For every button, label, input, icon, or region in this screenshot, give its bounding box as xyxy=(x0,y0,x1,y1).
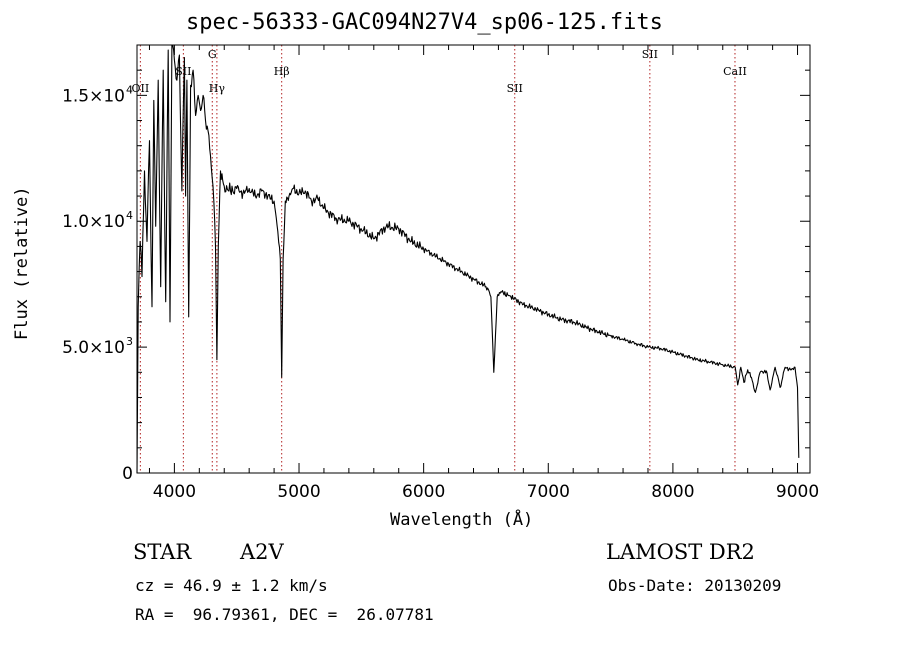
observation-date: Obs-Date: 20130209 xyxy=(608,576,782,595)
y-tick-label-3: 1.5×10 xyxy=(62,86,125,106)
x-tick-label-3: 7000 xyxy=(527,482,570,502)
y-tick-label-1: 5.0×10 xyxy=(62,338,125,358)
object-class: STAR xyxy=(133,540,192,564)
marker-label-1: SII xyxy=(175,65,191,78)
marker-label-5: SII xyxy=(507,82,523,95)
marker-label-3: Hγ xyxy=(209,82,226,95)
x-tick-label-1: 5000 xyxy=(277,482,320,502)
spectrum-series xyxy=(136,44,800,474)
y-tick-label-2: 1.0×10 xyxy=(62,212,125,232)
y-tick-label-0: 0 xyxy=(122,464,133,484)
x-tick-label-0: 4000 xyxy=(153,482,196,502)
plot-frame xyxy=(136,44,811,474)
marker-labels: OII SII G Hγ Hβ SII SII CaII xyxy=(132,48,747,95)
y-axis-label: Flux (relative) xyxy=(12,186,32,340)
x-axis-label: Wavelength (Å) xyxy=(390,510,534,530)
spectral-subclass: A2V xyxy=(240,540,284,564)
spectral-line-markers xyxy=(139,45,736,473)
redshift-cz: cz = 46.9 ± 1.2 km/s xyxy=(135,576,328,595)
y-tick-exponent-2: 4 xyxy=(126,209,133,222)
spectrum-line xyxy=(136,44,800,474)
marker-label-2: G xyxy=(208,48,217,61)
y-tick-exponent-3: 4 xyxy=(126,83,133,96)
x-tick-label-2: 6000 xyxy=(402,482,445,502)
survey-name: LAMOST DR2 xyxy=(606,540,755,564)
marker-label-4: Hβ xyxy=(274,65,290,78)
y-tick-exponent-1: 3 xyxy=(126,335,133,348)
marker-label-7: CaII xyxy=(723,65,747,78)
marker-label-6: SII xyxy=(642,48,658,61)
chart-title: spec-56333-GAC094N27V4_sp06-125.fits xyxy=(186,10,663,35)
x-tick-label-4: 8000 xyxy=(651,482,694,502)
coordinates: RA = 96.79361, DEC = 26.07781 xyxy=(135,605,434,624)
x-tick-label-5: 9000 xyxy=(776,482,819,502)
marker-label-0: OII xyxy=(132,82,150,95)
